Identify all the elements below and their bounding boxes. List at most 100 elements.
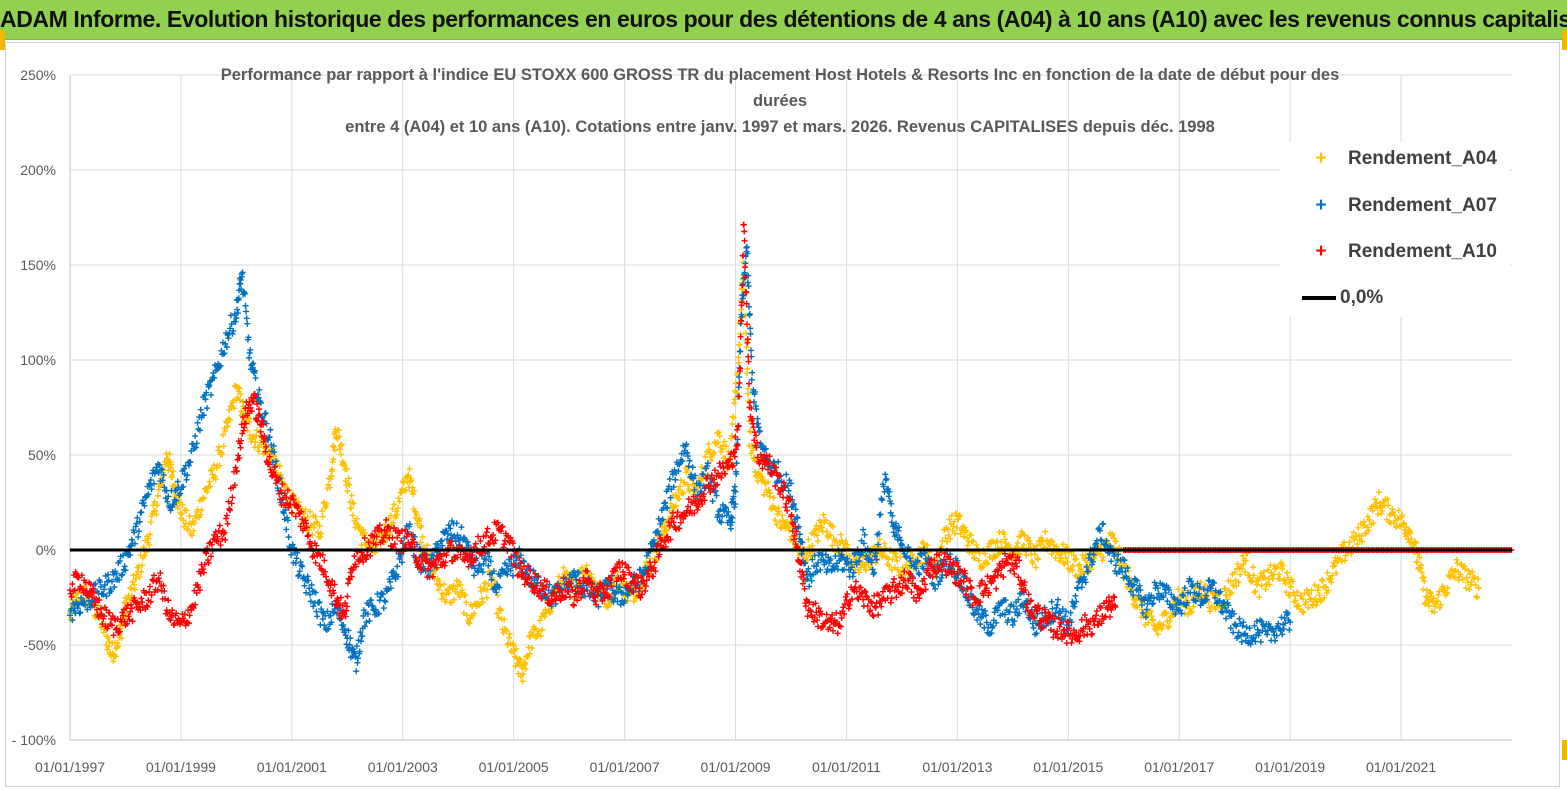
point-a04: [677, 483, 684, 490]
point-a04: [1002, 540, 1009, 547]
point-a04: [222, 428, 229, 435]
point-a10: [731, 453, 738, 460]
point-a04: [1362, 530, 1369, 537]
point-a04: [920, 540, 927, 547]
point-a04: [1436, 604, 1443, 611]
point-a07: [257, 399, 264, 406]
point-a04: [1238, 565, 1245, 572]
point-a10: [260, 438, 267, 445]
point-a07: [913, 565, 920, 572]
point-a07: [237, 276, 244, 283]
point-a10: [208, 541, 215, 548]
point-a10: [879, 588, 886, 595]
point-a04: [1039, 538, 1046, 545]
point-a07: [461, 535, 468, 542]
point-a07: [572, 573, 579, 580]
point-a07: [875, 530, 882, 537]
point-a07: [679, 458, 686, 465]
point-a07: [683, 441, 690, 448]
point-a07: [282, 506, 289, 513]
point-a07: [271, 449, 278, 456]
point-a10: [1093, 612, 1100, 619]
point-a07: [1141, 597, 1148, 604]
point-a07: [128, 536, 135, 543]
point-a10: [233, 468, 240, 475]
point-a10: [1022, 587, 1029, 594]
point-a04: [430, 570, 437, 577]
point-a10: [173, 610, 180, 617]
point-a10: [694, 506, 701, 513]
point-a10: [867, 607, 874, 614]
point-a10: [351, 553, 358, 560]
point-a07: [330, 609, 337, 616]
point-a10: [928, 556, 935, 563]
point-a10: [999, 558, 1006, 565]
point-a07: [266, 434, 273, 441]
point-a10: [526, 574, 533, 581]
point-a04: [844, 541, 851, 548]
point-a10: [429, 573, 436, 580]
point-a10: [638, 574, 645, 581]
point-a04: [1111, 534, 1118, 541]
point-a10: [969, 602, 976, 609]
point-a04: [767, 490, 774, 497]
point-a04: [1346, 538, 1353, 545]
point-a10: [1036, 605, 1043, 612]
point-a04: [252, 439, 259, 446]
point-a10: [651, 559, 658, 566]
point-a10: [78, 572, 85, 579]
point-a07: [181, 465, 188, 472]
point-a07: [833, 563, 840, 570]
point-a04: [829, 542, 836, 549]
right-top-handle[interactable]: [1562, 30, 1567, 50]
point-a10: [886, 584, 893, 591]
point-a04: [485, 580, 492, 587]
point-a07: [69, 617, 76, 624]
point-a04: [191, 520, 198, 527]
point-a04: [1327, 575, 1334, 582]
point-a04: [1342, 552, 1349, 559]
point-a04: [104, 646, 111, 653]
point-a04: [437, 582, 444, 589]
point-a07: [368, 597, 375, 604]
point-a10: [510, 560, 517, 567]
point-a10: [106, 609, 113, 616]
point-a07: [364, 611, 371, 618]
point-a10: [542, 591, 549, 598]
point-a07: [274, 485, 281, 492]
point-a07: [784, 482, 791, 489]
point-a04: [1234, 561, 1241, 568]
left-top-handle[interactable]: [0, 30, 5, 50]
point-a07: [756, 427, 763, 434]
point-a04: [1295, 602, 1302, 609]
point-a04: [350, 500, 357, 507]
point-a07: [164, 498, 171, 505]
point-a04: [1276, 575, 1283, 582]
point-a10: [92, 599, 99, 606]
point-a07: [136, 518, 143, 525]
point-a07: [150, 480, 157, 487]
point-a04: [1390, 509, 1397, 516]
right-bottom-handle[interactable]: [1562, 740, 1567, 760]
point-a07: [732, 488, 739, 495]
point-a10: [93, 606, 100, 613]
point-a10: [329, 577, 336, 584]
point-a04: [761, 491, 768, 498]
point-a07: [681, 450, 688, 457]
point-a10: [263, 443, 270, 450]
point-a07: [1016, 610, 1023, 617]
point-a10: [492, 537, 499, 544]
point-a10: [616, 559, 623, 566]
point-a07: [475, 562, 482, 569]
point-a07: [834, 566, 841, 573]
point-a07: [1194, 580, 1201, 587]
point-a10: [717, 463, 724, 470]
point-a04: [522, 666, 529, 673]
point-a04: [398, 489, 405, 496]
point-a10: [742, 264, 749, 271]
point-a04: [526, 650, 533, 657]
point-a07: [1085, 568, 1092, 575]
point-a10: [743, 300, 750, 307]
point-a04: [504, 641, 511, 648]
point-a07: [1188, 578, 1195, 585]
